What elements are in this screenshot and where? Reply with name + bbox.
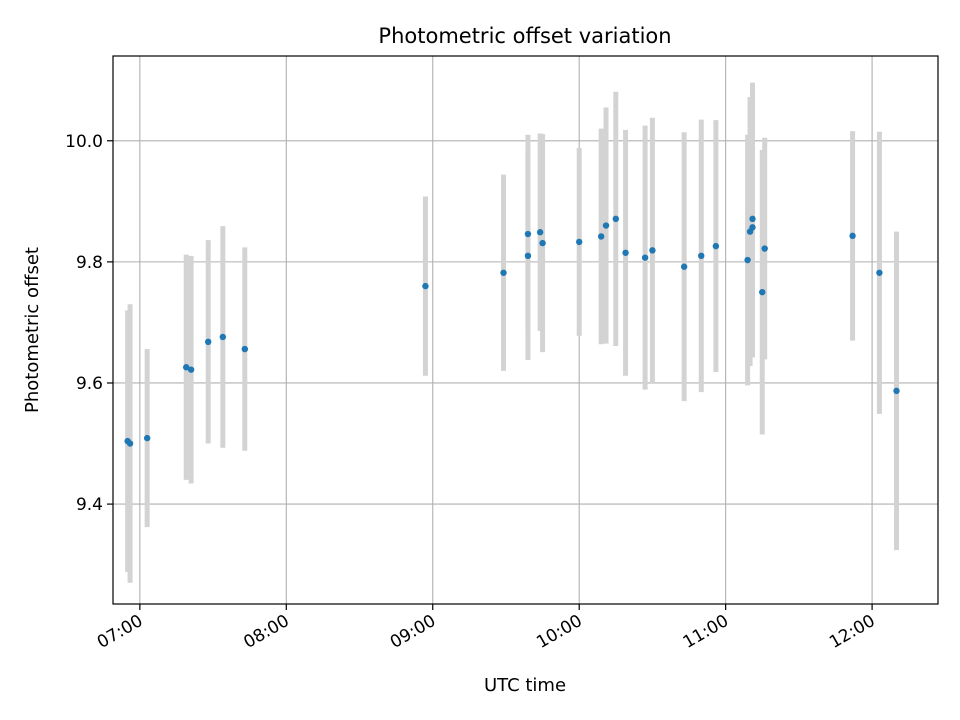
y-tick-label: 9.4	[76, 495, 103, 515]
data-point	[204, 338, 212, 346]
data-point	[602, 222, 610, 229]
data-point	[749, 215, 756, 223]
data-point	[749, 224, 756, 231]
point-layer	[124, 215, 900, 447]
chart-title: Photometric offset variation	[378, 24, 671, 48]
y-tick-label: 9.8	[76, 253, 103, 273]
data-point	[641, 254, 649, 261]
data-point	[575, 238, 583, 246]
data-point	[524, 230, 532, 238]
data-point	[524, 252, 532, 260]
data-point	[183, 364, 190, 371]
data-point	[126, 440, 134, 447]
data-point	[761, 245, 768, 252]
data-point	[597, 233, 605, 240]
data-point	[500, 269, 507, 276]
data-point	[712, 242, 720, 250]
y-axis-label: Photometric offset	[22, 247, 43, 413]
y-tick-label: 9.6	[76, 374, 103, 394]
data-point	[893, 387, 900, 395]
data-point	[680, 263, 688, 270]
data-point	[539, 239, 546, 247]
data-point	[422, 282, 429, 290]
data-point	[876, 269, 883, 276]
data-point	[219, 333, 227, 341]
data-point	[649, 247, 656, 254]
data-point	[612, 215, 620, 223]
data-point	[241, 345, 249, 353]
data-point	[698, 252, 705, 260]
data-point	[622, 249, 629, 256]
data-point	[143, 434, 151, 442]
data-point	[849, 232, 856, 240]
data-point	[536, 229, 544, 236]
data-point	[187, 366, 195, 373]
y-tick-label: 10.0	[65, 132, 103, 152]
plot-frame	[112, 55, 939, 605]
y-axis-ticks: 9.4 9.6 9.8 10.0	[65, 132, 113, 515]
data-point	[759, 288, 766, 296]
data-point	[744, 256, 751, 264]
x-axis-label: UTC time	[484, 675, 566, 696]
